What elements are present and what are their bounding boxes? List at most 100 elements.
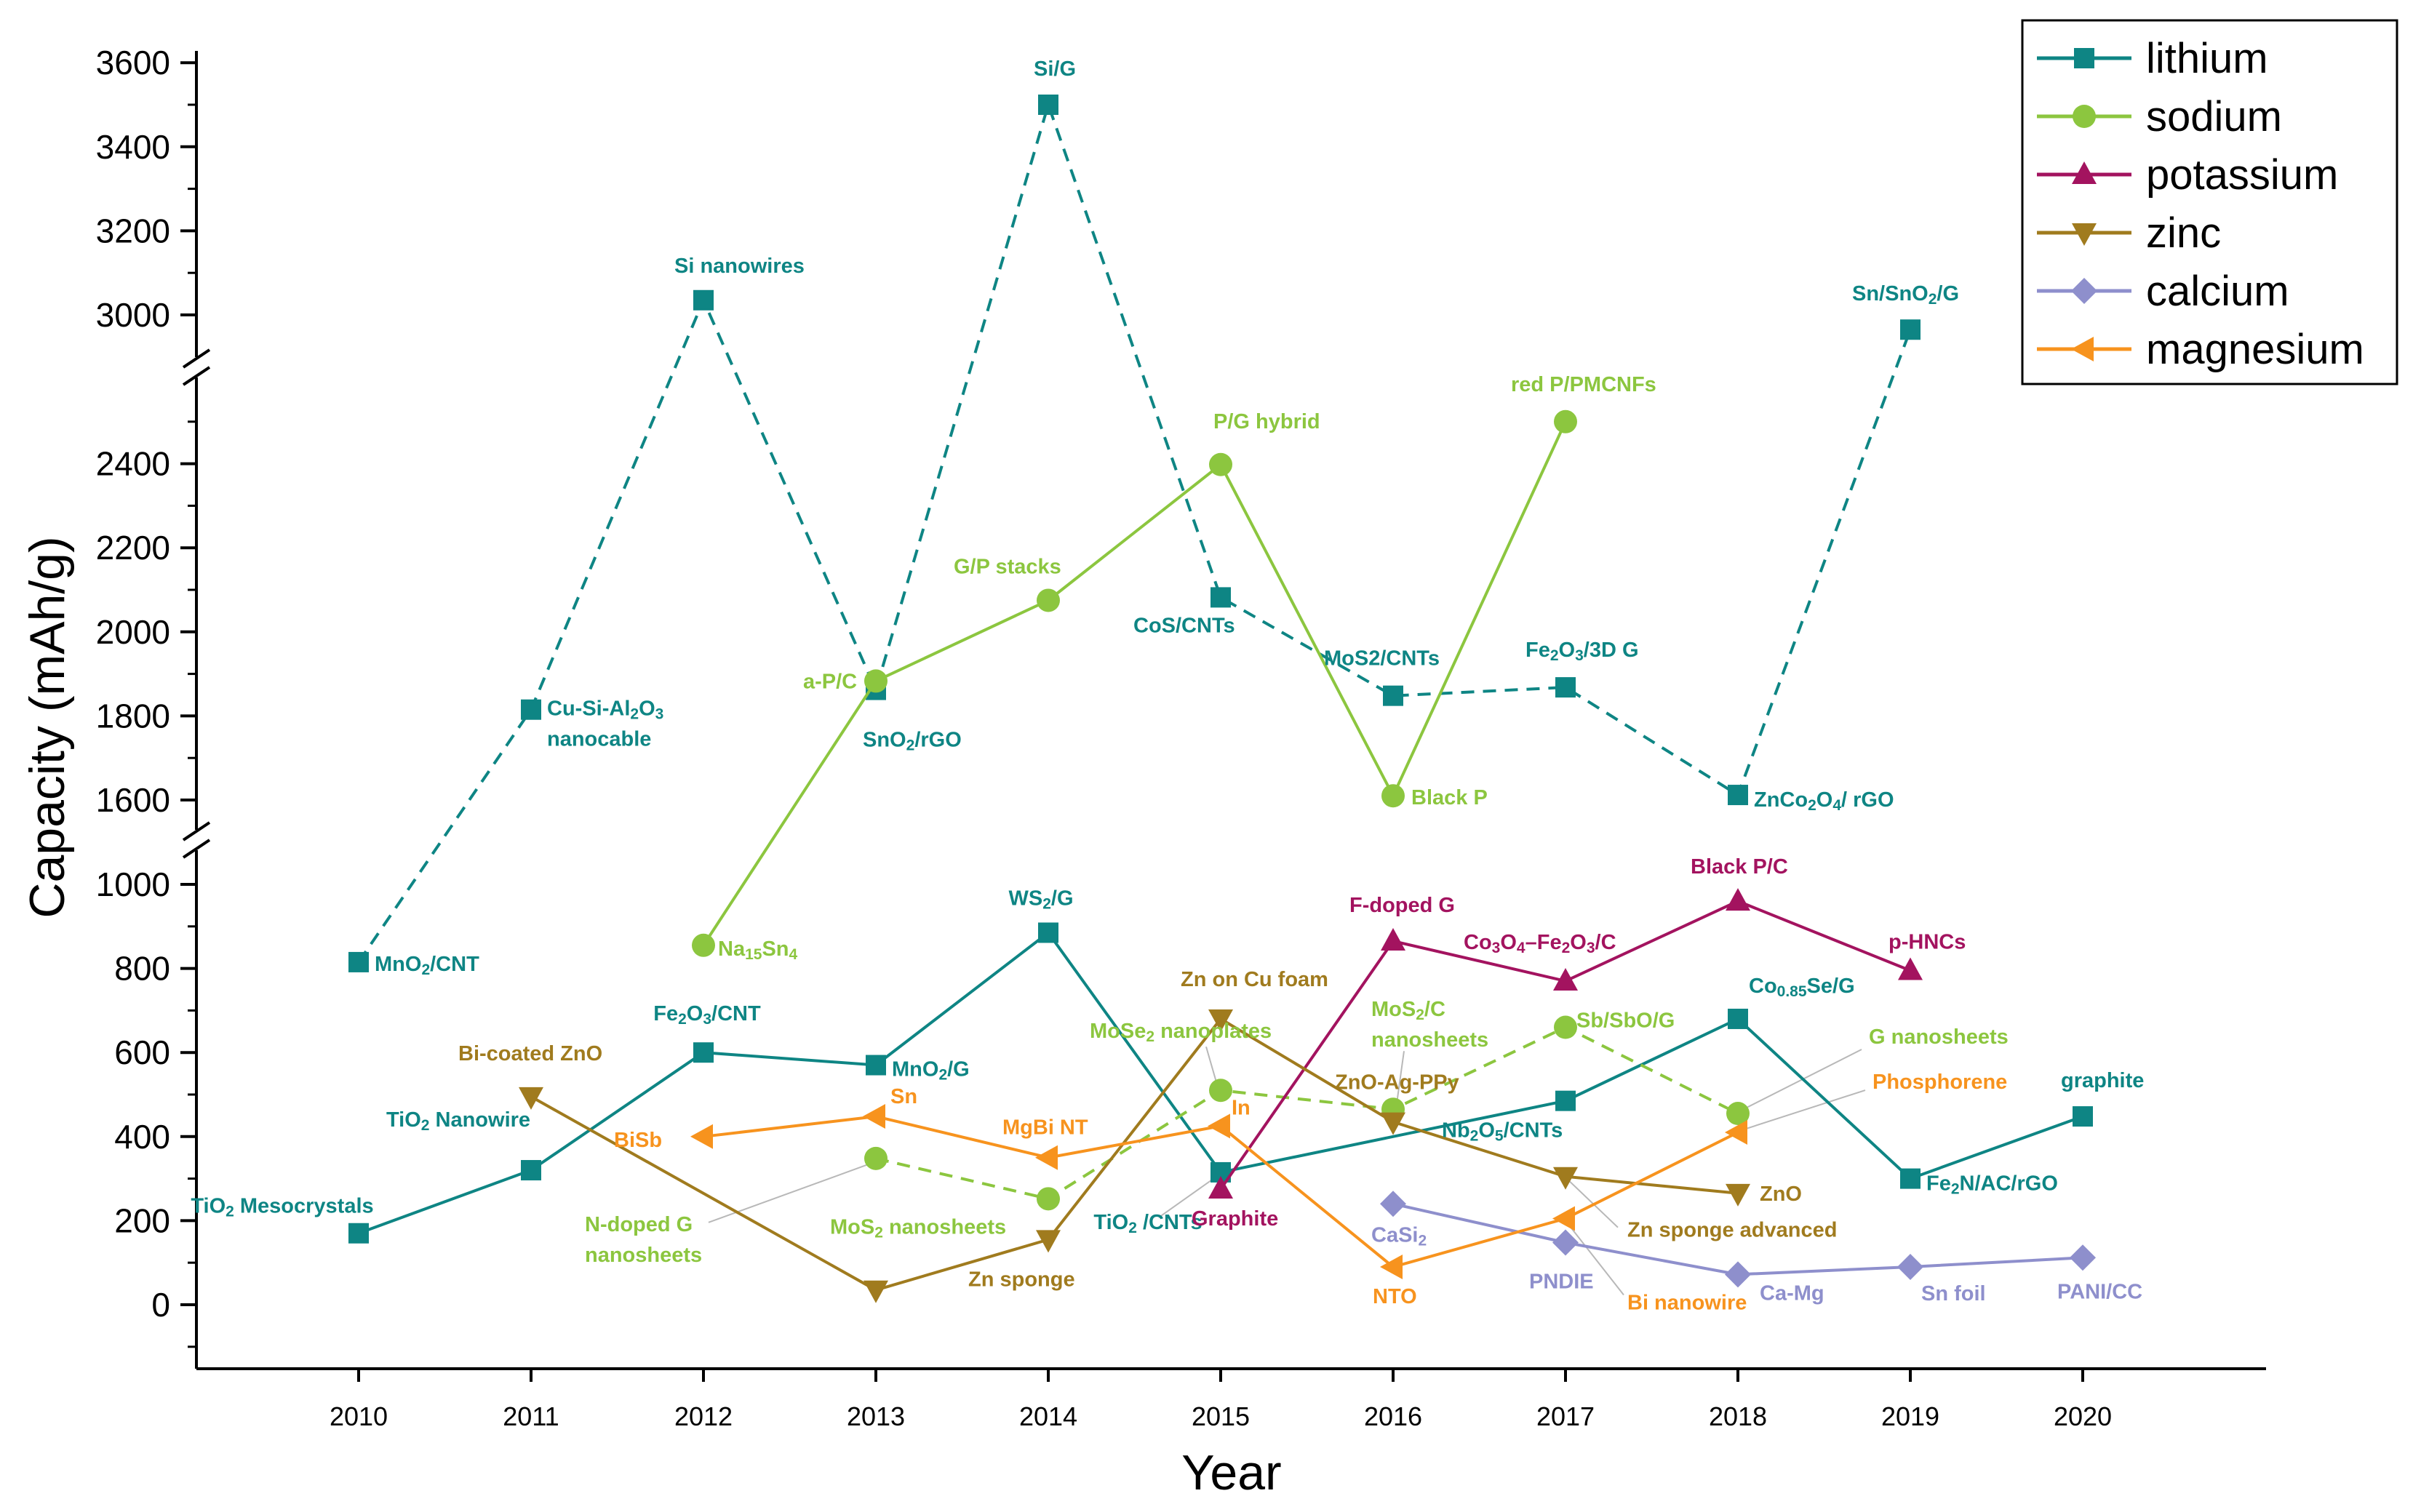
legend-label: zinc [2146,209,2221,257]
leader-line [1396,1051,1405,1104]
point-zn-2016 [1381,1112,1405,1135]
point-k-2017 [1553,967,1578,991]
point-mg-2013 [863,1104,885,1129]
data-label: ZnCo2O4/ rGO [1754,788,1894,814]
data-label: red P/PMCNFs [1511,373,1656,396]
legend-item-zinc: zinc [2037,209,2221,257]
point-na_dashed-2017 [1554,1015,1577,1039]
data-label: nanosheets [585,1244,702,1267]
x-tick-label: 2017 [1536,1401,1595,1431]
data-label: Bi-coated ZnO [458,1042,602,1065]
point-ca-2016 [1380,1191,1406,1217]
data-label: MgBi NT [1002,1116,1088,1140]
data-label: CaSi2 [1371,1223,1427,1249]
data-label: Zn on Cu foam [1181,968,1328,991]
point-k-2018 [1726,888,1750,911]
leader-line [1158,1176,1217,1218]
data-label: Na15Sn4 [718,937,798,963]
leader-line [1205,1046,1218,1085]
legend: lithium sodium potassium zinc calcium magnesi… [2021,19,2398,385]
x-tick-label: 2016 [1364,1401,1422,1431]
series-na_solid [692,409,1577,957]
point-k-2016 [1381,928,1405,951]
y-tick-label: 600 [114,1033,170,1071]
x-tick-label: 2012 [674,1401,733,1431]
point-li_low-2019 [1900,1168,1921,1189]
data-label: graphite [2061,1069,2144,1092]
data-label: G nanosheets [1869,1025,2009,1049]
data-label: Sn foil [1921,1282,1986,1305]
data-label: SnO2/rGO [863,729,962,754]
data-label: PANI/CC [2057,1280,2142,1303]
data-label: Fe2O3/CNT [653,1002,761,1028]
series-li_low [348,922,2093,1244]
data-label: ZnO [1760,1183,1802,1206]
x-tick-label: 2013 [847,1401,905,1431]
series-layer [348,95,2096,1303]
legend-item-calcium: calcium [2037,268,2289,315]
series-ca [1380,1191,2096,1288]
y-tick-label: 2200 [96,529,170,567]
point-li_low-2018 [1728,1008,1748,1029]
legend-box [2021,19,2398,385]
point-na_dashed-2013 [864,1146,888,1170]
axes-layer: 0 200 400 600 800 1000 1600 1800 2000 2200 2400 300… [20,44,2266,1500]
x-tick-label: 2018 [1709,1401,1767,1431]
legend-marker [2071,278,2097,304]
axis-break-mark [182,839,211,859]
y-tick-label: 800 [114,950,170,988]
data-label: Fe2O3/3D G [1525,639,1639,664]
data-label: MoSe2 nanoplates [1090,1020,1272,1045]
point-na_solid-2013 [864,669,888,693]
point-li_low-2012 [693,1042,714,1063]
data-label: MoS2 nanosheets [830,1215,1006,1241]
point-zn-2013 [864,1280,888,1303]
data-label: Nb2O5/CNTs [1442,1119,1563,1145]
point-na_dashed-2014 [1037,1187,1060,1211]
data-label: Phosphorene [1872,1071,2007,1094]
y-tick-label: 400 [114,1118,170,1156]
y-tick-label: 3600 [96,44,170,81]
data-label: TiO2 /CNTs [1093,1211,1202,1236]
y-tick-label: 3400 [96,128,170,166]
data-label: PNDIE [1529,1270,1594,1293]
point-li_low-2011 [521,1160,541,1181]
y-tick-label: 1800 [96,697,170,735]
y-tick-label: 1000 [96,865,170,903]
point-ca-2020 [2070,1244,2096,1271]
x-tick-label: 2015 [1192,1401,1250,1431]
point-na_solid-2015 [1209,452,1232,476]
data-label: CoS/CNTs [1133,614,1235,637]
data-label: NTO [1373,1285,1417,1308]
legend-label: calcium [2146,268,2289,315]
point-li_high-2018 [1728,785,1748,806]
legend-marker [2072,161,2097,184]
data-label: MoS2/C [1371,998,1445,1023]
point-na_dashed-2018 [1726,1102,1750,1126]
data-label: Co0.85Se/G [1749,975,1855,1000]
data-label: nanocable [547,728,651,751]
point-mg-2012 [690,1124,713,1149]
x-tick-label: 2011 [503,1401,559,1431]
x-tick-label: 2019 [1881,1401,1939,1431]
data-label: WS2/G [1008,887,1073,912]
data-label: Sn/SnO2/G [1852,282,1959,308]
legend-item-magnesium: magnesium [2037,326,2364,373]
point-ca-2019 [1897,1253,1923,1280]
data-labels-layer: TiO2 Mesocrystals TiO2 Nanowire Fe2O3/CNT M… [191,57,2144,1315]
point-li_low-2013 [866,1055,886,1076]
point-zn-2014 [1036,1230,1061,1253]
leader-line [1743,1089,1866,1130]
series-line-li_high [357,100,1912,964]
data-label: Cu-Si-Al2O3 [547,697,663,723]
series-mg [690,1104,1747,1279]
data-label: TiO2 Mesocrystals [191,1195,373,1220]
point-li_high-2011 [521,699,541,720]
series-line-na_dashed [875,1025,1739,1201]
legend-label: lithium [2146,35,2268,82]
point-na_dashed-2015 [1209,1079,1232,1103]
x-tick-label: 2014 [1019,1401,1077,1431]
point-ca-2017 [1552,1229,1579,1256]
data-label: TiO2 Nanowire [386,1108,530,1134]
